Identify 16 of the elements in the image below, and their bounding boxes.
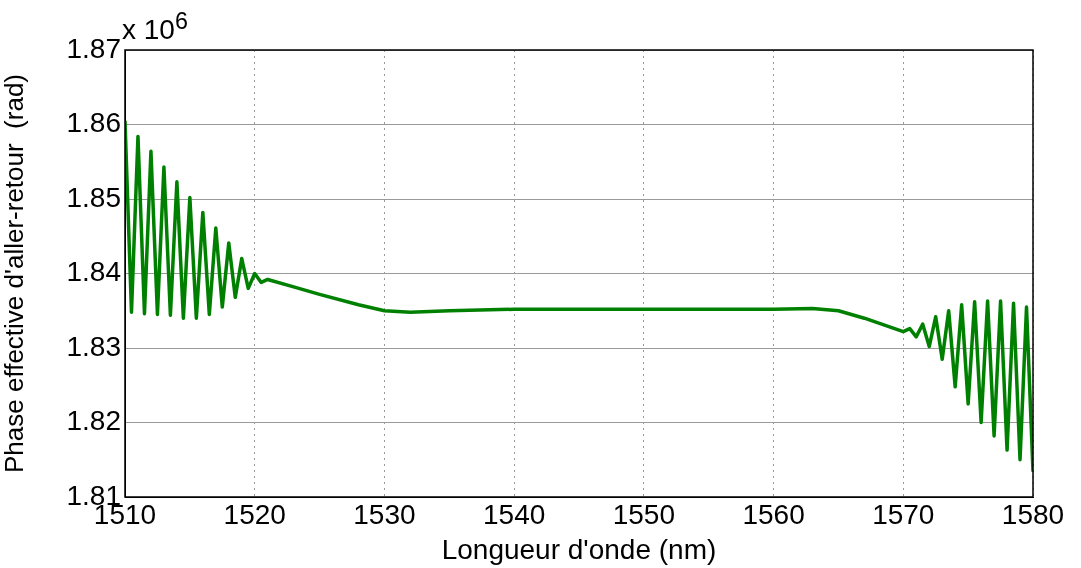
x-axis-title: Longueur d'onde (nm) [441, 533, 717, 565]
x-tick-label: 1560 [742, 498, 805, 530]
x-tick-label: 1540 [482, 498, 546, 530]
x-tick-label: 1520 [223, 498, 286, 530]
y-axis-title: Phase effective d'aller-retour (rad) [0, 73, 29, 474]
y-tick-label: 1.87 [66, 32, 121, 64]
y-tick-label: 1.82 [66, 405, 121, 437]
y-tick-label: 1.84 [66, 256, 121, 288]
x-tick-label: 1530 [353, 498, 416, 530]
text: x 10$^{6}$ [122, 8, 188, 46]
y-tick-label: 1.86 [66, 107, 121, 139]
x-tick-label: 1580 [1001, 498, 1065, 530]
x-tick-label: 1570 [872, 498, 935, 530]
x-tick-label: 1550 [612, 498, 676, 530]
y-tick-label: 1.85 [66, 181, 121, 213]
y-tick-label: 1.83 [66, 330, 121, 362]
